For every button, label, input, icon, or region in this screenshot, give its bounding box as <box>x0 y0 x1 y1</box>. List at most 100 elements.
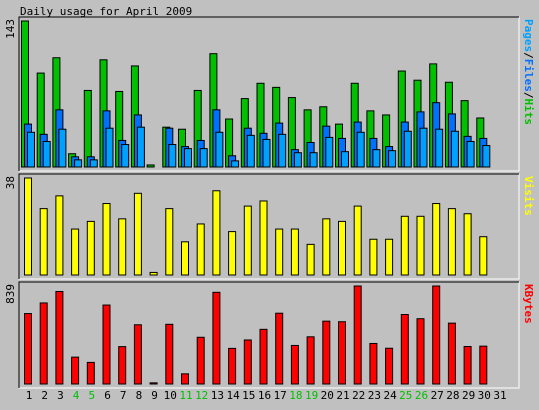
x-tick-label-day-26: 26 <box>415 389 428 402</box>
bar-visits-visits-day-16 <box>259 200 268 276</box>
x-tick-label-day-6: 6 <box>104 389 111 402</box>
bar-visits-visits-day-30 <box>479 236 488 276</box>
legend-entry: Pages <box>522 19 535 52</box>
bar-kbytes-kbytes-day-26 <box>416 318 425 385</box>
bar-visits-visits-day-25 <box>400 215 409 276</box>
bar-hits-pages-day-22 <box>356 131 365 168</box>
x-tick-label-day-8: 8 <box>136 389 143 402</box>
bar-visits-visits-day-9 <box>149 271 158 276</box>
bar-kbytes-kbytes-day-30 <box>479 345 488 385</box>
bar-hits-pages-day-11 <box>184 148 192 168</box>
x-tick-label-day-15: 15 <box>242 389 255 402</box>
x-tick-label-day-31: 31 <box>493 389 506 402</box>
bar-hits-pages-day-29 <box>466 140 475 168</box>
x-tick-label-day-19: 19 <box>305 389 318 402</box>
bar-hits-pages-day-4 <box>74 159 83 168</box>
bar-visits-visits-day-15 <box>243 205 252 276</box>
bar-visits-visits-day-2 <box>39 208 48 276</box>
legend-entry: Hits <box>522 99 535 126</box>
legend-entry: Files <box>522 59 535 92</box>
bar-visits-visits-day-24 <box>385 238 394 276</box>
panel-frame-dark <box>18 173 519 279</box>
bar-hits-pages-day-8 <box>136 126 145 168</box>
bar-kbytes-kbytes-day-8 <box>133 324 142 385</box>
bar-kbytes-kbytes-day-4 <box>71 356 80 385</box>
bar-kbytes-kbytes-day-14 <box>228 347 237 385</box>
legend-entry: / <box>522 52 535 59</box>
bar-hits-pages-day-30 <box>482 145 491 168</box>
bar-hits-pages-day-17 <box>278 133 287 168</box>
x-tick-label-day-18: 18 <box>289 389 302 402</box>
bar-kbytes-kbytes-day-1 <box>24 313 32 385</box>
bar-visits-visits-day-10 <box>165 208 174 276</box>
panel-frame-dark <box>18 281 519 388</box>
bar-visits-visits-day-27 <box>432 203 441 276</box>
bar-hits-pages-day-19 <box>309 152 318 168</box>
panel-hits-ymax-label: 143 <box>4 19 17 39</box>
bar-hits-pages-day-28 <box>450 130 459 168</box>
bar-hits-pages-day-3 <box>58 128 67 168</box>
bar-visits-visits-day-26 <box>416 215 425 276</box>
bar-kbytes-kbytes-day-23 <box>369 342 378 385</box>
bar-hits-pages-day-20 <box>325 136 334 168</box>
bar-visits-visits-day-11 <box>181 241 189 276</box>
bar-kbytes-kbytes-day-5 <box>86 361 95 385</box>
bar-visits-visits-day-12 <box>196 223 205 276</box>
legend-entry: / <box>522 92 535 99</box>
bar-kbytes-kbytes-day-24 <box>385 347 394 385</box>
bar-kbytes-kbytes-day-9 <box>149 382 158 385</box>
bar-visits-visits-day-3 <box>55 195 64 276</box>
bar-hits-pages-day-21 <box>341 151 349 168</box>
legend-entry: Visits <box>522 176 535 216</box>
bar-visits-visits-day-14 <box>228 231 237 276</box>
x-tick-label-day-16: 16 <box>258 389 271 402</box>
x-tick-label-day-27: 27 <box>431 389 444 402</box>
bar-hits-pages-day-27 <box>435 128 444 168</box>
x-tick-label-day-29: 29 <box>462 389 475 402</box>
bar-kbytes-kbytes-day-25 <box>400 314 409 385</box>
bar-kbytes-kbytes-day-17 <box>275 312 284 385</box>
bar-kbytes-kbytes-day-28 <box>447 322 456 385</box>
panel-kbytes: 839 KBytes <box>4 281 535 389</box>
bar-kbytes-kbytes-day-6 <box>102 304 111 385</box>
bar-kbytes-kbytes-day-15 <box>243 339 252 385</box>
bar-visits-visits-day-22 <box>353 205 362 276</box>
bar-kbytes-kbytes-day-29 <box>463 346 472 385</box>
panel-hits: 143 Pages/Files/Hits <box>4 16 535 172</box>
bar-visits-visits-day-21 <box>338 220 346 276</box>
bar-hits-pages-day-14 <box>231 160 240 168</box>
bar-hits-pages-day-12 <box>199 148 208 168</box>
bar-kbytes-kbytes-day-3 <box>55 290 64 385</box>
bar-hits-pages-day-5 <box>89 159 98 168</box>
x-tick-label-day-11: 11 <box>179 389 192 402</box>
x-tick-label-day-24: 24 <box>383 389 397 402</box>
bar-visits-visits-day-13 <box>212 190 221 276</box>
bar-kbytes-kbytes-day-21 <box>338 321 346 385</box>
bar-kbytes-kbytes-day-18 <box>290 344 299 385</box>
bar-kbytes-kbytes-day-27 <box>432 285 441 385</box>
x-tick-label-day-12: 12 <box>195 389 208 402</box>
bar-hits-pages-day-7 <box>121 144 130 168</box>
bar-hits-pages-day-16 <box>262 138 271 168</box>
x-tick-label-day-21: 21 <box>336 389 349 402</box>
x-tick-label-day-3: 3 <box>57 389 64 402</box>
x-tick-label-day-14: 14 <box>226 389 240 402</box>
bar-visits-visits-day-6 <box>102 203 111 276</box>
legend-entry: KBytes <box>522 284 535 324</box>
bar-hits-pages-day-10 <box>168 144 177 168</box>
bar-hits-pages-day-18 <box>293 152 302 168</box>
x-tick-label-day-23: 23 <box>368 389 381 402</box>
bar-kbytes-kbytes-day-20 <box>322 320 331 385</box>
panel-visits-ymax-label: 38 <box>4 176 17 189</box>
bar-hits-pages-day-1 <box>27 131 35 168</box>
x-tick-label-day-25: 25 <box>399 389 412 402</box>
bar-hits-pages-day-24 <box>388 150 397 168</box>
x-tick-label-day-5: 5 <box>88 389 95 402</box>
bar-visits-visits-day-29 <box>463 213 472 276</box>
bar-kbytes-kbytes-day-11 <box>181 373 189 385</box>
bar-kbytes-kbytes-day-13 <box>212 291 221 385</box>
bar-kbytes-kbytes-day-16 <box>259 328 268 385</box>
x-tick-label-day-20: 20 <box>321 389 334 402</box>
